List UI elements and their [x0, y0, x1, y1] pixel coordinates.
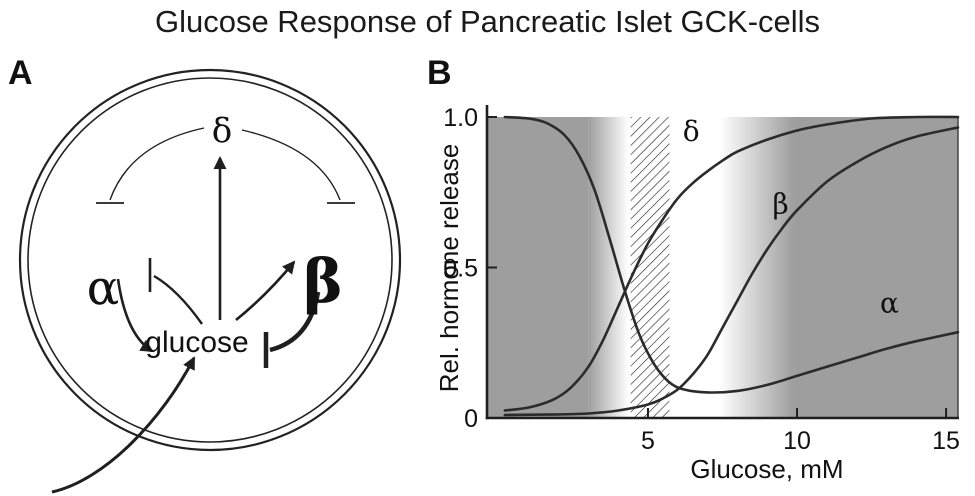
low-glucose-fade-region: [588, 117, 629, 418]
curve-delta: [503, 115, 960, 412]
panel-a-diagram: δ α β glucose: [18, 68, 402, 494]
arrow-external-glucose-in: [51, 356, 196, 494]
x-tick-label: 10: [783, 427, 811, 455]
y-tick-label: 0.5: [443, 255, 478, 283]
panel-a-label: A: [8, 54, 33, 92]
y-axis-label: Rel. hormone release: [440, 144, 464, 393]
low-glucose-shaded-region: [487, 117, 589, 418]
curve-alpha: [503, 115, 960, 394]
x-tick-label: 15: [932, 427, 960, 455]
panel-b-chart: α δ β 5 10 15 0 0.5 1.0 Rel. hormone release Gluco…: [440, 104, 960, 484]
glucose-label: glucose: [145, 326, 248, 359]
curve-beta: [503, 126, 960, 417]
curve-label-alpha: α: [880, 287, 899, 320]
inhibit-beta-to-glucose-line: [269, 291, 321, 353]
delta-cell-label: δ: [212, 111, 232, 151]
inhibit-glucose-to-alpha-line: [153, 274, 203, 325]
y-tick-label: 0: [464, 405, 478, 433]
x-axis-label: Glucose, mM: [690, 454, 843, 484]
arrow-glucose-to-beta: [235, 260, 296, 322]
arrow-alpha-to-glucose: [116, 278, 154, 353]
x-tick-label: 5: [641, 427, 655, 455]
inhibit-delta-to-alpha-line: [109, 127, 205, 201]
inhibit-delta-to-beta-line: [241, 129, 341, 201]
beta-cell-label: β: [303, 247, 343, 317]
y-tick-label: 1.0: [443, 104, 478, 132]
high-glucose-shaded-region: [794, 117, 958, 418]
curve-label-beta: β: [773, 187, 789, 220]
panel-b-label: B: [427, 54, 452, 92]
islet-inner-membrane: [27, 77, 393, 443]
alpha-cell-label: α: [87, 260, 119, 316]
curve-label-delta: δ: [683, 115, 700, 148]
figure-title: Glucose Response of Pancreatic Islet GCK…: [154, 4, 821, 39]
islet-outer-membrane: [18, 68, 402, 452]
